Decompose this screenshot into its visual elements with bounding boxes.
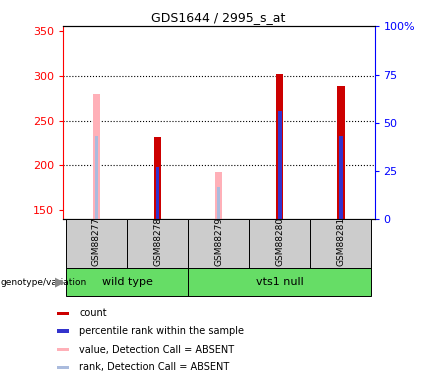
Text: rank, Detection Call = ABSENT: rank, Detection Call = ABSENT bbox=[79, 362, 229, 372]
Text: percentile rank within the sample: percentile rank within the sample bbox=[79, 326, 244, 336]
Text: GSM88281: GSM88281 bbox=[336, 217, 346, 266]
Bar bbox=[94, 136, 98, 219]
Bar bbox=[217, 186, 220, 219]
Bar bbox=[57, 330, 69, 333]
Text: vts1 null: vts1 null bbox=[256, 277, 304, 287]
Text: GSM88277: GSM88277 bbox=[92, 217, 101, 266]
Bar bbox=[337, 86, 345, 219]
Bar bbox=[278, 111, 281, 219]
Text: value, Detection Call = ABSENT: value, Detection Call = ABSENT bbox=[79, 345, 234, 355]
Bar bbox=[276, 74, 284, 219]
Bar bbox=[339, 136, 343, 219]
Bar bbox=[188, 219, 249, 268]
Text: genotype/variation: genotype/variation bbox=[1, 278, 87, 287]
Bar bbox=[154, 137, 161, 219]
Bar bbox=[57, 312, 69, 315]
Bar bbox=[93, 94, 100, 219]
Bar bbox=[156, 167, 159, 219]
Bar bbox=[66, 268, 188, 296]
Text: GSM88279: GSM88279 bbox=[214, 217, 223, 266]
Text: count: count bbox=[79, 309, 107, 318]
Bar bbox=[310, 219, 372, 268]
Text: GSM88278: GSM88278 bbox=[153, 217, 162, 266]
Bar bbox=[66, 219, 127, 268]
Text: GSM88280: GSM88280 bbox=[275, 217, 284, 266]
Bar bbox=[57, 366, 69, 369]
Text: wild type: wild type bbox=[101, 277, 152, 287]
Bar bbox=[127, 219, 188, 268]
Bar bbox=[249, 219, 310, 268]
Title: GDS1644 / 2995_s_at: GDS1644 / 2995_s_at bbox=[152, 11, 286, 24]
Bar bbox=[57, 348, 69, 351]
Bar bbox=[188, 268, 372, 296]
Text: ▶: ▶ bbox=[55, 276, 65, 289]
Bar bbox=[215, 172, 222, 219]
